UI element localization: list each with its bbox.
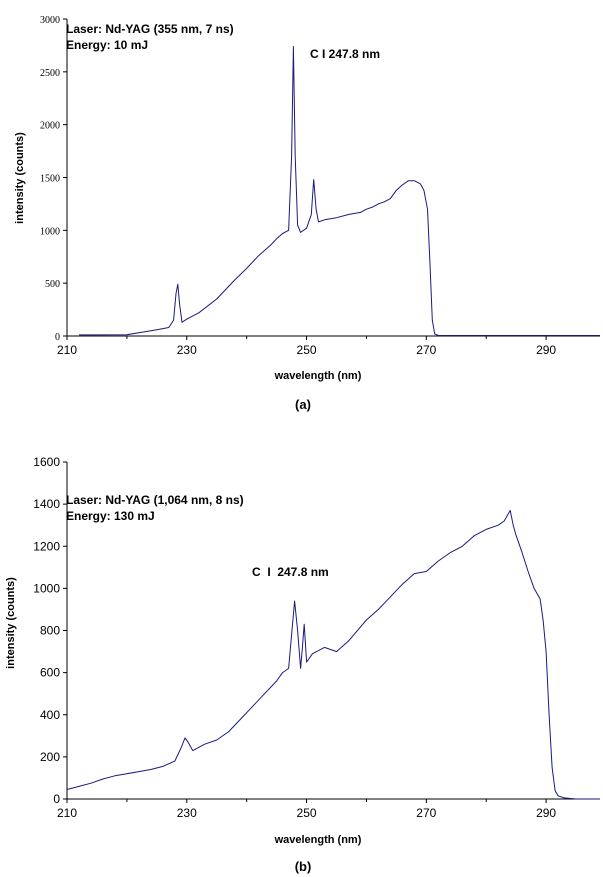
x-tick-label: 210 xyxy=(57,343,77,357)
x-tick-label: 250 xyxy=(297,343,317,357)
y-tick-label: 1400 xyxy=(33,497,60,511)
y-tick-label: 2000 xyxy=(40,121,60,132)
spectrum-line-a xyxy=(79,46,600,336)
y-tick-label: 0 xyxy=(55,332,60,343)
y-axis-label-b: intensity (counts) xyxy=(5,577,17,669)
x-tick-label: 270 xyxy=(416,343,436,357)
peak-annotation-a: C I 247.8 nm xyxy=(310,47,380,61)
spectrum-line-b xyxy=(66,509,600,800)
y-tick-label: 400 xyxy=(40,708,60,722)
y-tick-label: 1500 xyxy=(40,174,60,185)
y-tick-label: 600 xyxy=(40,666,60,680)
y-tick-label: 200 xyxy=(40,750,60,764)
y-tick-label: 800 xyxy=(40,624,60,638)
panel-label-a: (a) xyxy=(295,397,311,412)
y-tick-label: 1000 xyxy=(33,581,60,595)
panel-label-b: (b) xyxy=(295,859,312,874)
x-tick-label: 270 xyxy=(416,806,436,820)
x-tick-label: 230 xyxy=(177,343,197,357)
y-tick-label: 1200 xyxy=(33,539,60,553)
y-tick-label: 500 xyxy=(45,279,60,290)
y-tick-label: 2500 xyxy=(40,68,60,79)
laser-annotation-a: Laser: Nd-YAG (355 nm, 7 ns) xyxy=(66,22,234,36)
x-tick-label: 230 xyxy=(177,806,197,820)
x-axis-label-b: wavelength (nm) xyxy=(274,834,362,846)
x-tick-label: 250 xyxy=(297,806,317,820)
y-tick-label: 3000 xyxy=(40,15,60,26)
x-tick-label: 210 xyxy=(57,806,77,820)
laser-annotation-b: Laser: Nd-YAG (1,064 nm, 8 ns) xyxy=(66,493,244,507)
energy-annotation-b: Energy: 130 mJ xyxy=(66,509,155,523)
energy-annotation-a: Energy: 10 mJ xyxy=(66,38,148,52)
peak-annotation-b: C I 247.8 nm xyxy=(252,565,329,579)
x-axis-label-a: wavelength (nm) xyxy=(274,370,362,382)
y-tick-label: 1000 xyxy=(40,226,60,237)
y-tick-label: 1600 xyxy=(33,455,60,469)
y-tick-label: 0 xyxy=(53,792,60,806)
x-tick-label: 290 xyxy=(536,806,556,820)
chart-b: 0 200 400 600 800 1000 1200 1400 1600 210 230 250 27… xyxy=(5,455,600,874)
x-tick-label: 290 xyxy=(536,343,556,357)
y-axis-label-a: intensity (counts) xyxy=(14,132,26,224)
